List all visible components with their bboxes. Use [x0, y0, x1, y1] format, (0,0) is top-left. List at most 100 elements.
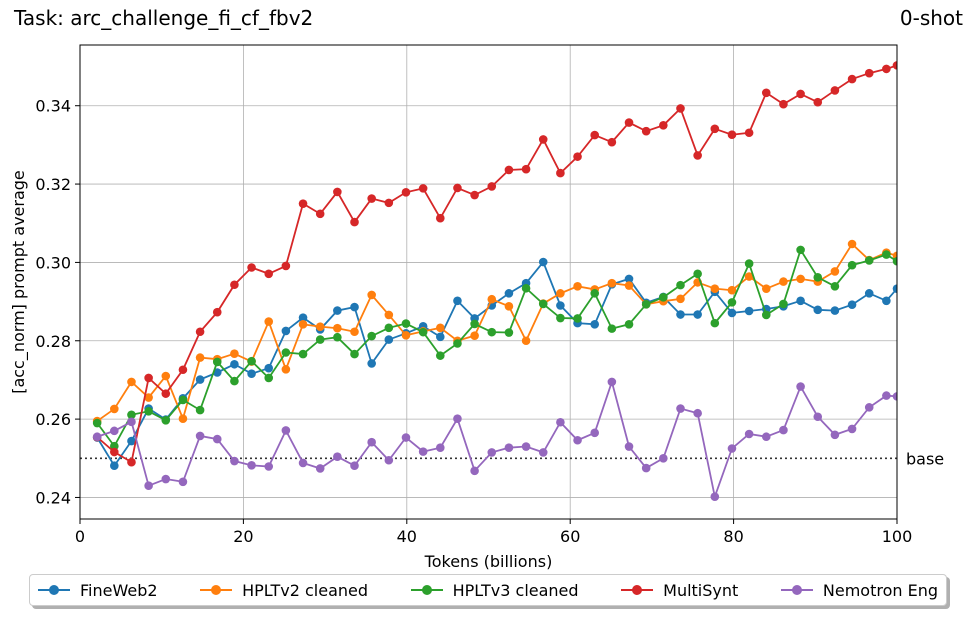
data-point — [315, 209, 325, 219]
legend-item: FineWeb2 — [38, 581, 158, 600]
data-point — [693, 310, 702, 319]
data-point — [882, 296, 891, 306]
legend-item: MultiSynt — [621, 581, 738, 600]
data-point — [864, 403, 874, 412]
data-point — [641, 300, 651, 309]
data-point — [230, 280, 239, 290]
data-point — [367, 437, 376, 447]
legend-marker-icon — [780, 583, 813, 597]
data-point — [384, 323, 394, 333]
data-point — [847, 424, 857, 434]
data-point — [676, 310, 685, 319]
legend-label: FineWeb2 — [80, 580, 158, 600]
data-point — [264, 462, 274, 471]
data-point — [350, 302, 359, 312]
data-point — [624, 442, 634, 451]
data-point — [487, 182, 497, 191]
data-point — [882, 64, 891, 74]
data-point — [744, 306, 754, 316]
data-point — [796, 245, 805, 255]
data-point — [693, 408, 702, 418]
legend-label: HPLTv3 cleaned — [452, 580, 579, 600]
data-point — [281, 326, 291, 336]
data-point — [504, 443, 514, 453]
data-point — [92, 432, 102, 442]
data-point — [367, 359, 376, 368]
legend-item: HPLTv2 cleaned — [200, 581, 368, 600]
data-point — [333, 323, 342, 333]
x-tick-label: 60 — [560, 527, 580, 546]
plot-frame — [79, 44, 898, 520]
data-point — [144, 406, 153, 416]
data-point — [573, 152, 582, 161]
data-point — [847, 300, 857, 310]
data-point — [864, 68, 874, 78]
data-point — [796, 274, 805, 284]
data-point — [367, 331, 376, 341]
series-hpltv3-cleaned — [92, 245, 897, 451]
data-point — [847, 74, 857, 84]
data-point — [590, 130, 600, 140]
data-point — [247, 461, 256, 470]
data-point — [298, 458, 308, 468]
data-point — [401, 433, 411, 442]
x-axis-label: Tokens (billions) — [424, 552, 553, 571]
data-point — [230, 376, 239, 386]
data-point — [195, 431, 205, 441]
data-point — [195, 353, 205, 362]
x-tick-label: 20 — [233, 527, 253, 546]
data-point — [298, 349, 308, 359]
data-point — [830, 306, 840, 315]
data-point — [830, 267, 840, 276]
data-point — [676, 404, 685, 413]
data-point — [333, 306, 342, 315]
data-point — [761, 432, 771, 442]
data-point — [195, 327, 205, 337]
y-axis-label: [acc_norm] prompt average — [9, 170, 29, 394]
data-point — [401, 319, 411, 328]
data-point — [212, 357, 222, 367]
data-point — [435, 332, 445, 342]
data-point — [607, 278, 617, 288]
data-point — [641, 463, 651, 473]
x-tick-label: 40 — [397, 527, 417, 546]
data-point — [144, 373, 153, 383]
data-point — [796, 382, 805, 391]
data-point — [607, 324, 617, 333]
data-point — [367, 194, 376, 203]
data-point — [590, 428, 600, 438]
data-point — [281, 426, 291, 435]
data-point — [556, 301, 565, 310]
data-point — [195, 405, 205, 415]
data-point — [453, 296, 462, 306]
data-point — [847, 260, 857, 270]
data-point — [435, 213, 445, 223]
data-point — [504, 289, 514, 298]
data-point — [590, 320, 600, 329]
legend-label: MultiSynt — [663, 580, 739, 600]
data-point — [487, 448, 497, 457]
data-point — [744, 259, 754, 268]
data-point — [298, 320, 308, 329]
data-point — [247, 369, 256, 378]
data-point — [350, 461, 359, 471]
data-point — [127, 410, 136, 420]
series-line — [96, 64, 897, 464]
data-point — [401, 330, 411, 340]
y-tick-label: 0.32 — [35, 175, 71, 194]
data-point — [744, 429, 754, 439]
data-point — [435, 351, 445, 360]
data-point — [110, 447, 119, 457]
data-point — [264, 363, 274, 373]
data-point — [247, 356, 256, 366]
x-tick-label: 0 — [75, 527, 85, 546]
data-point — [556, 417, 565, 427]
series-line — [96, 247, 897, 448]
data-point — [710, 284, 720, 293]
data-point — [453, 183, 462, 193]
data-point — [161, 474, 171, 484]
data-point — [418, 447, 428, 456]
data-point — [161, 415, 171, 425]
data-point — [779, 425, 788, 435]
